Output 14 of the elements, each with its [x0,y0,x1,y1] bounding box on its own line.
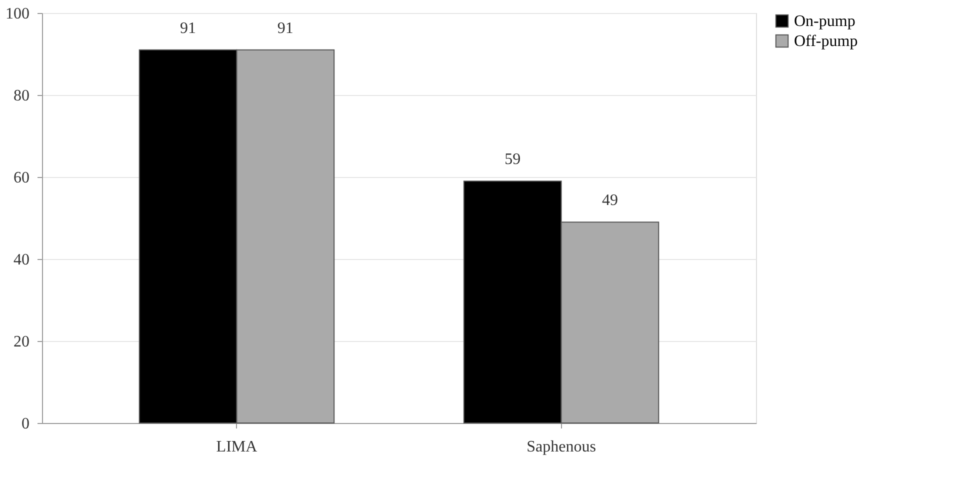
x-tick-label: Saphenous [526,438,596,456]
legend-label: On-pump [794,13,856,30]
data-label: 49 [602,192,618,210]
y-tick-label: 40 [14,252,30,268]
legend-label: Off-pump [794,33,858,50]
y-tick-label: 0 [22,416,30,432]
x-tick-label: LIMA [216,438,258,456]
data-label: 91 [277,20,294,37]
y-tick-label: 100 [6,6,30,22]
y-tick-label: 60 [14,170,30,186]
data-label: 59 [504,151,521,168]
y-tick-label: 80 [14,88,30,104]
data-label: 91 [180,20,196,37]
y-tick-label: 20 [14,334,30,350]
